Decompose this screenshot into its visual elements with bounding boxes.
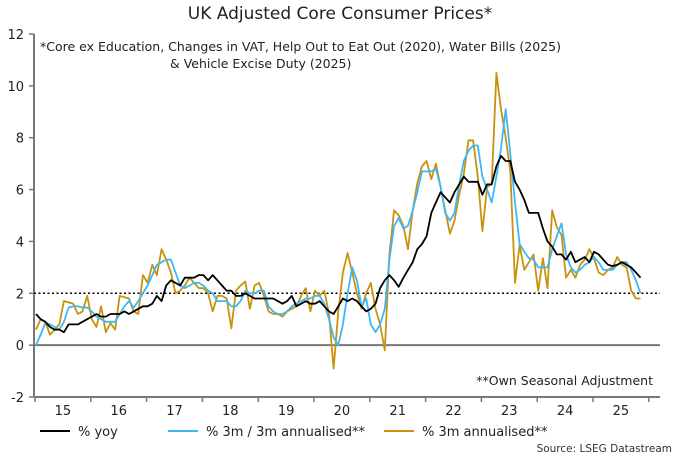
x-tick-label: 22 <box>445 404 462 419</box>
legend-label-2: % 3m annualised** <box>422 425 548 440</box>
seasonal-adjustment-note: **Own Seasonal Adjustment <box>476 373 653 388</box>
chart-note-line-2: & Vehicle Excise Duty (2025) <box>170 56 351 71</box>
series-line-2 <box>35 72 641 370</box>
x-tick-label: 18 <box>222 404 239 419</box>
x-tick-label: 23 <box>501 404 518 419</box>
legend-label-1: % 3m / 3m annualised** <box>206 425 366 440</box>
series-line-0 <box>35 154 642 334</box>
x-tick-label: 20 <box>334 404 351 419</box>
y-tick-label: 2 <box>16 287 24 302</box>
x-tick-label: 17 <box>166 404 183 419</box>
chart-title: UK Adjusted Core Consumer Prices* <box>188 4 492 24</box>
y-tick-label: 12 <box>7 28 24 43</box>
y-tick-label: 10 <box>7 80 24 95</box>
series-lines <box>35 72 642 370</box>
x-tick-label: 21 <box>389 404 406 419</box>
x-tick-label: 25 <box>613 404 630 419</box>
x-tick-label: 19 <box>278 404 295 419</box>
legend: % yoy % 3m / 3m annualised** % 3m annualis… <box>40 425 548 440</box>
y-tick-label: 6 <box>16 184 24 199</box>
y-tick-label: -2 <box>11 391 24 406</box>
source-label: Source: LSEG Datastream <box>537 443 672 455</box>
series-line-1 <box>35 108 642 347</box>
x-tick-label: 24 <box>557 404 574 419</box>
x-tick-label: 16 <box>110 404 127 419</box>
y-tick-label: 0 <box>16 339 24 354</box>
x-tick-label: 15 <box>55 404 72 419</box>
y-tick-label: 8 <box>16 132 24 147</box>
chart-note-line-1: *Core ex Education, Changes in VAT, Help… <box>40 39 561 54</box>
legend-label-0: % yoy <box>78 425 118 440</box>
y-tick-label: 4 <box>16 235 24 250</box>
